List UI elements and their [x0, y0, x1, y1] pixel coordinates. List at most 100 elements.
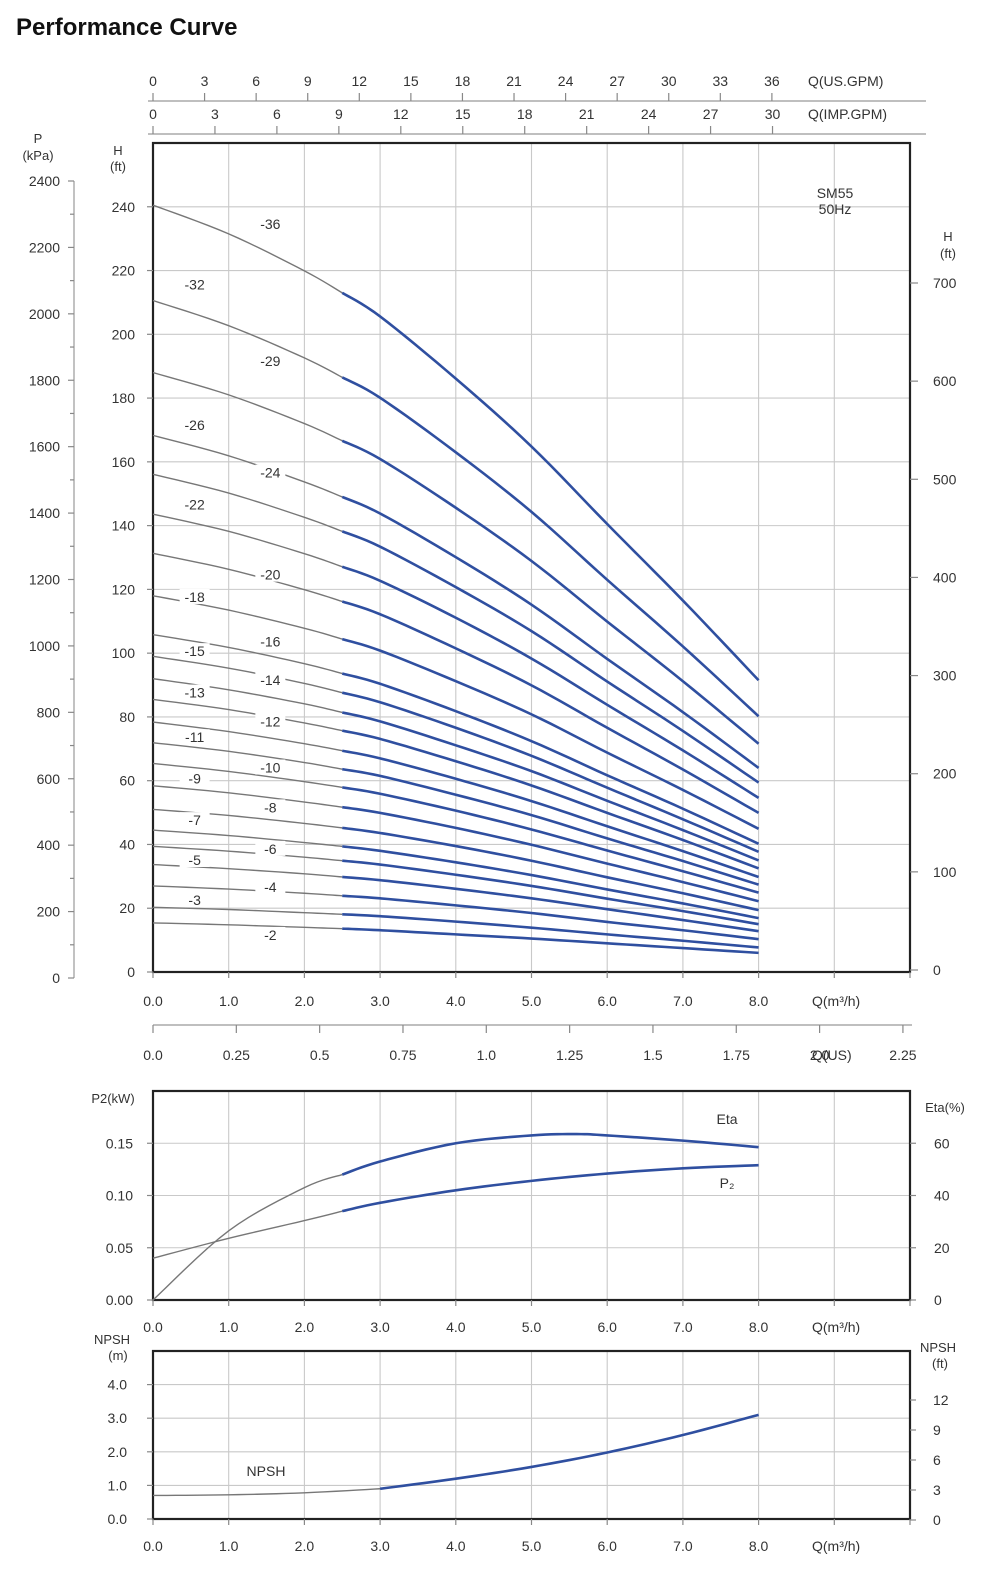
curve-label: -14 [260, 672, 280, 688]
eta-axis-label: Eta(%) [925, 1100, 965, 1115]
head-curve-n16 [152, 633, 760, 845]
q-tick-label: 8.0 [749, 993, 769, 1009]
q-tick-label: 7.0 [673, 1319, 693, 1335]
h-axis-label: H [113, 143, 122, 158]
curve-label: -13 [185, 685, 205, 701]
head-curve-n7-gray-segment [152, 829, 343, 848]
q-tick-label: 2.0 [295, 1319, 315, 1335]
eta-curve-label: Eta [716, 1111, 737, 1127]
q-tick-label: 3.0 [370, 993, 390, 1009]
npsh-ft-tick-label: 12 [933, 1392, 949, 1408]
q-tick-label: 1.0 [219, 993, 239, 1009]
eta-curve-blue-segment [341, 1132, 759, 1176]
head-curve-n3 [152, 906, 759, 949]
curve-label: -7 [188, 812, 201, 828]
curve-label-bg [255, 713, 286, 729]
pressure-tick-label: 1600 [29, 439, 60, 455]
q-tick-label: 4.0 [446, 1538, 466, 1554]
eta-curve [152, 1132, 759, 1301]
curve-label: -15 [185, 643, 205, 659]
impgpm-tick-label: 9 [335, 106, 343, 122]
npsh-m-tick-label: 4.0 [108, 1377, 128, 1393]
q-axis-label: Q(m³/h) [812, 993, 860, 1009]
npsh-ft-tick-label: 3 [933, 1482, 941, 1498]
us-tick-label: 1.5 [643, 1047, 663, 1063]
npsh-ft-tick-label: 0 [933, 1512, 941, 1528]
p2-curve-label: P₂ [720, 1175, 735, 1191]
q-tick-label: 1.0 [219, 1538, 239, 1554]
usgpm-tick-label: 15 [403, 73, 419, 89]
npsh-ft-axis-unit: (ft) [932, 1356, 948, 1371]
pressure-tick-label: 2000 [29, 306, 60, 322]
usgpm-tick-label: 21 [506, 73, 522, 89]
pressure-tick-label: 800 [37, 704, 61, 720]
eta-tick-label: 20 [934, 1240, 950, 1256]
head-curve-n36 [152, 204, 760, 682]
q-tick-label: 7.0 [673, 993, 693, 1009]
head-curve-n15-blue-segment [341, 691, 760, 853]
head-curve-n29-blue-segment [341, 439, 760, 745]
curve-label: -20 [260, 567, 280, 583]
head-curve-n32-gray-segment [152, 299, 343, 378]
curve-label-bg [179, 684, 210, 700]
head-curve-n22-gray-segment [152, 513, 343, 568]
impgpm-tick-label: 6 [273, 106, 281, 122]
head-curve-n9-gray-segment [152, 785, 343, 808]
h-tick-label: 180 [112, 390, 136, 406]
head-curve-n32-blue-segment [341, 376, 760, 718]
ft-tick-label: 100 [933, 864, 957, 880]
head-curve-n24-gray-segment [152, 473, 343, 533]
p2-axis-label: P2(kW) [91, 1091, 134, 1106]
impgpm-tick-label: 30 [765, 106, 781, 122]
head-curve-n10-gray-segment [152, 762, 343, 789]
q-axis-label: Q(m³/h) [812, 1319, 860, 1335]
pressure-tick-label: 1800 [29, 372, 60, 388]
head-curve-n24-blue-segment [341, 530, 760, 784]
pressure-tick-label: 2400 [29, 173, 60, 189]
p2-curve-gray-segment [152, 1210, 343, 1259]
head-curve-n24 [152, 473, 760, 784]
ft-tick-label: 400 [933, 569, 957, 585]
head-curve-n9-blue-segment [342, 805, 759, 903]
curve-label-bg [255, 353, 286, 369]
h-tick-label: 120 [112, 581, 136, 597]
ft-tick-label: 0 [933, 962, 941, 978]
curve-label-bg [255, 215, 286, 231]
us-tick-label: 2.25 [889, 1047, 916, 1063]
ft-tick-label: 700 [933, 275, 957, 291]
npsh-curve-gray-segment [152, 1488, 381, 1497]
npsh-label-bg [240, 1462, 292, 1478]
head-curve-n10 [152, 762, 759, 894]
us-tick-label: 1.75 [723, 1047, 750, 1063]
q-tick-label: 6.0 [597, 993, 617, 1009]
h-tick-label: 200 [112, 326, 136, 342]
curve-label: -5 [188, 852, 201, 868]
impgpm-tick-label: 27 [703, 106, 719, 122]
q-tick-label: 5.0 [522, 1319, 542, 1335]
q-axis-label: Q(m³/h) [812, 1538, 860, 1554]
head-curve-n29 [152, 371, 760, 745]
curve-label-bg [179, 770, 210, 786]
head-curve-n36-gray-segment [152, 204, 343, 294]
head-curve-n16-blue-segment [341, 672, 760, 845]
eta-tick-label: 0 [934, 1292, 942, 1308]
h-axis-unit: (ft) [110, 159, 126, 174]
p2-tick-label: 0.10 [106, 1188, 133, 1204]
usgpm-tick-label: 9 [304, 73, 312, 89]
q-tick-label: 6.0 [597, 1538, 617, 1554]
h-tick-label: 20 [119, 900, 135, 916]
usgpm-tick-label: 24 [558, 73, 574, 89]
impgpm-tick-label: 0 [149, 106, 157, 122]
head-curve-n12-blue-segment [342, 749, 760, 879]
head-curve-n14-blue-segment [341, 711, 760, 862]
curve-label: -3 [188, 892, 201, 908]
q-tick-label: 2.0 [295, 1538, 315, 1554]
head-curve-n9 [152, 785, 759, 903]
q-tick-label: 4.0 [446, 993, 466, 1009]
us-tick-label: 1.25 [556, 1047, 583, 1063]
head-curve-n8-blue-segment [342, 826, 759, 912]
q-tick-label: 2.0 [295, 993, 315, 1009]
curve-label: -11 [185, 729, 204, 745]
head-curve-n14 [152, 677, 760, 862]
